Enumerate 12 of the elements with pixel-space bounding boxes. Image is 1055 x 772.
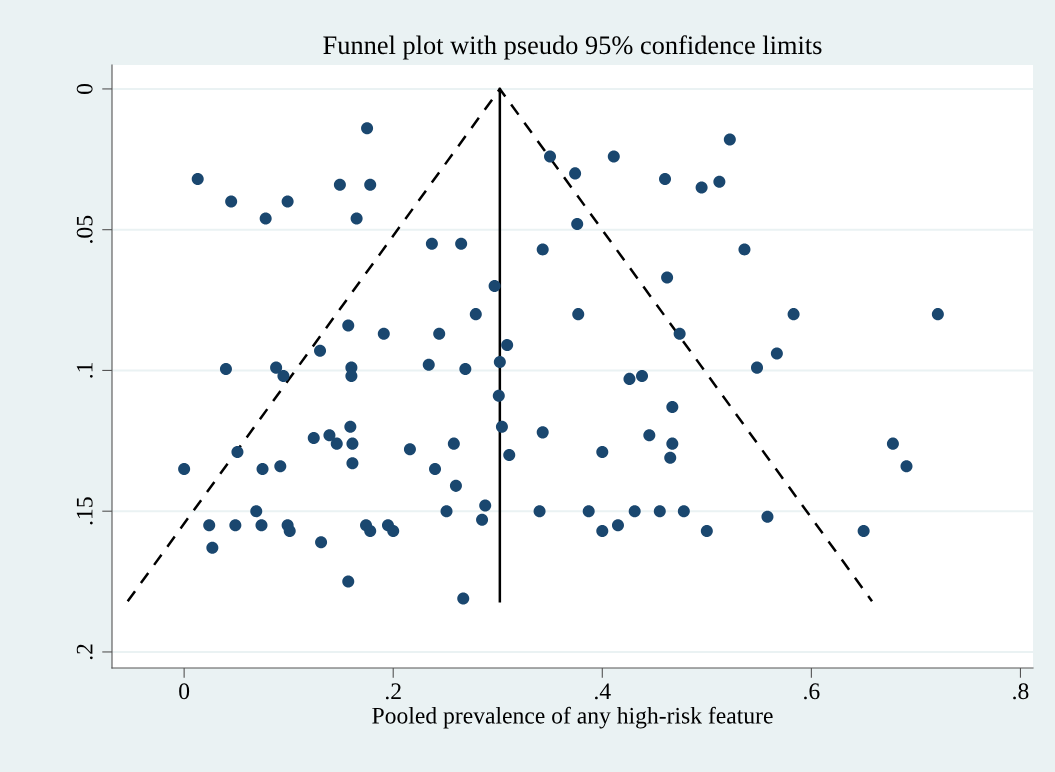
y-tick-label: .2 xyxy=(76,644,93,660)
y-tick-label: .1 xyxy=(76,363,93,378)
x-tick-label: .2 xyxy=(385,683,401,700)
x-tick-label: .8 xyxy=(1013,683,1029,700)
x-tick-label: .4 xyxy=(595,683,611,700)
x-tick-label: 0 xyxy=(179,683,190,700)
y-tick-label: .15 xyxy=(76,497,93,525)
x-axis-title: Pooled prevalence of any high-risk feature xyxy=(372,706,773,729)
x-tick-label: .6 xyxy=(804,683,820,700)
chart-title: Funnel plot with pseudo 95% confidence limits xyxy=(323,35,822,60)
y-tick-label: 0 xyxy=(76,83,93,94)
y-tick-label: .05 xyxy=(76,215,93,243)
